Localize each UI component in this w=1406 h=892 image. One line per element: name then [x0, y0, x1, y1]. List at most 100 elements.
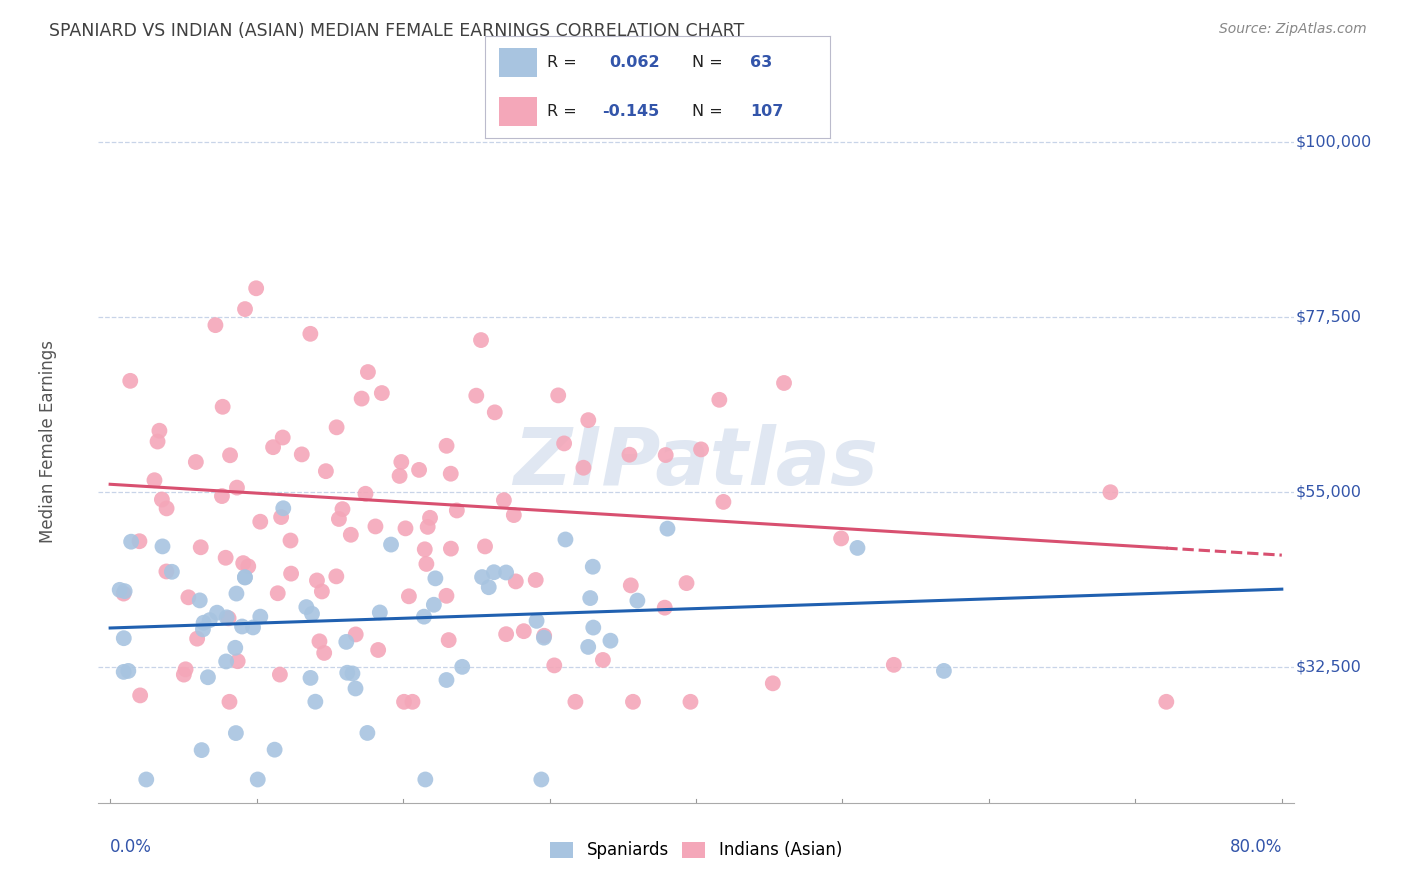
Point: [143, 473, 166, 487]
Point: [495, 627, 517, 641]
Point: [368, 606, 391, 620]
Point: [440, 541, 463, 556]
Point: [108, 582, 131, 597]
Point: [336, 665, 359, 680]
Point: [675, 576, 697, 591]
Point: [226, 481, 249, 495]
Point: [846, 541, 869, 555]
Point: [246, 772, 269, 787]
Point: [773, 376, 796, 390]
Point: [112, 631, 135, 645]
Point: [128, 534, 150, 549]
Point: [344, 627, 367, 641]
Point: [295, 600, 318, 615]
Point: [398, 590, 420, 604]
Point: [576, 640, 599, 654]
Point: [218, 695, 240, 709]
Point: [484, 405, 506, 419]
Point: [502, 508, 524, 522]
Point: [572, 460, 595, 475]
Point: [436, 673, 458, 687]
Point: [582, 621, 605, 635]
Point: [413, 542, 436, 557]
Point: [152, 540, 174, 554]
Text: 107: 107: [751, 104, 783, 120]
Point: [120, 534, 142, 549]
Text: $77,500: $77,500: [1296, 310, 1362, 325]
Text: 0.062: 0.062: [609, 54, 659, 70]
Point: [416, 520, 439, 534]
Point: [305, 574, 328, 588]
Point: [233, 570, 256, 584]
Point: [117, 664, 139, 678]
Point: [112, 586, 135, 600]
Point: [233, 570, 256, 584]
Point: [215, 655, 238, 669]
Text: Source: ZipAtlas.com: Source: ZipAtlas.com: [1219, 22, 1367, 37]
Point: [762, 676, 785, 690]
Point: [713, 495, 735, 509]
Point: [657, 522, 679, 536]
Point: [224, 640, 246, 655]
Point: [437, 633, 460, 648]
Point: [198, 613, 221, 627]
Point: [883, 657, 905, 672]
Point: [582, 559, 605, 574]
Point: [354, 487, 377, 501]
Point: [530, 772, 553, 787]
Point: [174, 662, 197, 676]
Point: [146, 434, 169, 449]
Bar: [499, 48, 537, 77]
Point: [114, 584, 136, 599]
Point: [215, 610, 238, 624]
Point: [238, 559, 260, 574]
Point: [267, 586, 290, 600]
Point: [392, 695, 415, 709]
Point: [440, 467, 463, 481]
Point: [356, 726, 378, 740]
Point: [155, 501, 177, 516]
Point: [1156, 695, 1178, 709]
Point: [280, 533, 302, 548]
Point: [419, 511, 441, 525]
Point: [155, 565, 177, 579]
Point: [626, 593, 648, 607]
Point: [357, 365, 380, 379]
Point: [325, 420, 347, 434]
Point: [709, 392, 731, 407]
Point: [262, 440, 284, 454]
Point: [129, 689, 152, 703]
Point: [505, 574, 527, 589]
Point: [436, 589, 458, 603]
Point: [524, 573, 547, 587]
Point: [188, 593, 211, 607]
Point: [231, 619, 253, 633]
Point: [342, 666, 364, 681]
Point: [415, 557, 437, 571]
Point: [193, 615, 215, 630]
Point: [112, 665, 135, 679]
Point: [325, 569, 347, 583]
Point: [332, 502, 354, 516]
Point: [263, 742, 285, 756]
Point: [249, 515, 271, 529]
Point: [219, 448, 242, 462]
Point: [451, 660, 474, 674]
Point: [177, 591, 200, 605]
Point: [211, 489, 233, 503]
Point: [314, 646, 336, 660]
Point: [471, 570, 494, 584]
Point: [271, 430, 294, 444]
Point: [190, 743, 212, 757]
Point: [564, 695, 586, 709]
Point: [214, 550, 236, 565]
Point: [932, 664, 955, 678]
Point: [436, 439, 458, 453]
Point: [160, 565, 183, 579]
Point: [619, 448, 641, 462]
Point: [120, 374, 142, 388]
Point: [280, 566, 302, 581]
Point: [495, 566, 517, 580]
Point: [340, 528, 363, 542]
Point: [299, 671, 322, 685]
